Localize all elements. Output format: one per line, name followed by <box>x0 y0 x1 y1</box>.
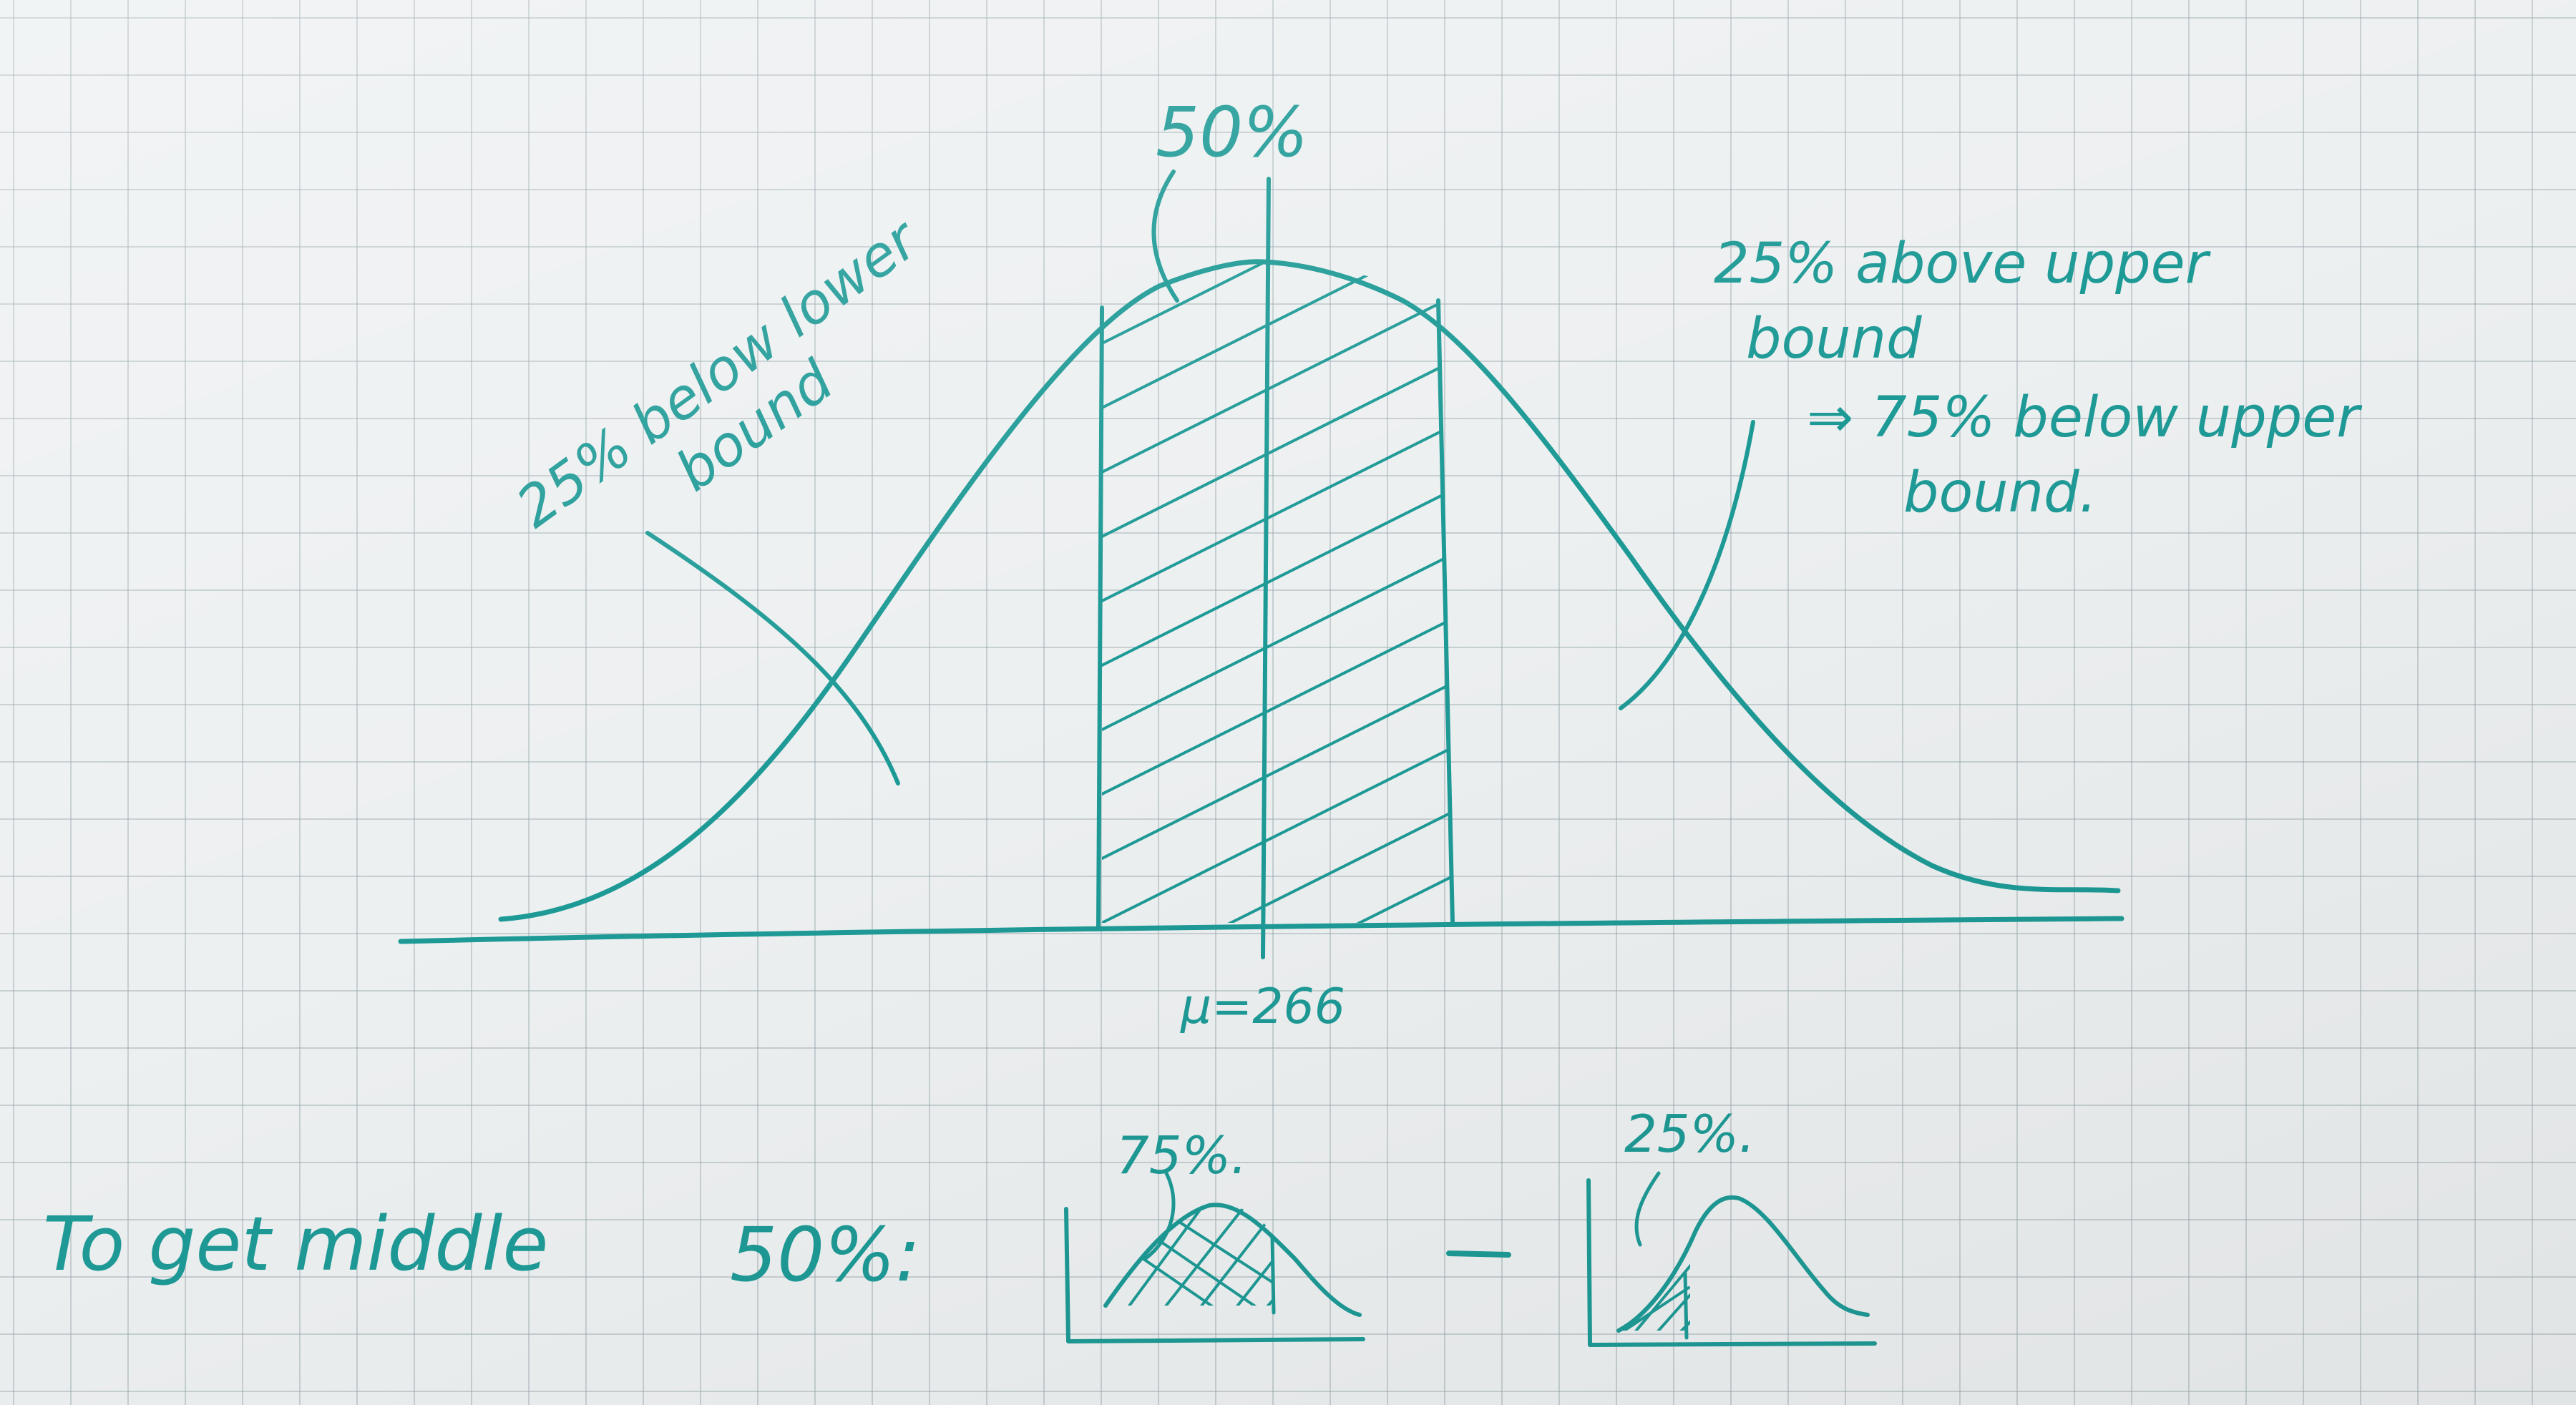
fifty-pct-leader <box>1151 170 1179 303</box>
right-annotation-line1: 25% above upper <box>1714 232 2212 296</box>
main-x-axis <box>398 916 2124 944</box>
right-annotation-line2: bound <box>1746 307 1922 371</box>
fifty-pct-label: 50% <box>1156 92 1308 172</box>
bottom-fifty-pct: 50%: <box>730 1211 920 1298</box>
right-annotation-line3: ⇒ 75% below upper <box>1807 386 2363 450</box>
right-annotation-line4: bound. <box>1903 461 2097 525</box>
mean-line <box>1261 177 1271 959</box>
left-tail-leader <box>645 531 900 785</box>
small-chart-2-curve <box>1616 1195 1870 1333</box>
bottom-instruction: To get middle <box>43 1200 548 1288</box>
small-chart-1-pct: 75%. <box>1116 1125 1247 1185</box>
small-chart-2-leader <box>1634 1171 1661 1247</box>
lower-bound-line <box>1096 305 1104 929</box>
small-chart-2-hatching <box>1619 1259 1690 1331</box>
minus-sign <box>1446 1250 1511 1258</box>
small-chart-1-axes <box>1064 1207 1365 1343</box>
small-chart-1-curve <box>1103 1203 1362 1317</box>
bell-curve <box>498 259 2121 922</box>
mean-label: μ=266 <box>1180 979 1345 1035</box>
small-chart-1-leader <box>1143 1171 1176 1261</box>
right-tail-leader <box>1619 420 1755 710</box>
upper-bound-line <box>1436 298 1455 925</box>
small-chart-2-axes <box>1586 1178 1877 1347</box>
small-chart-2-pct: 25%. <box>1624 1104 1755 1164</box>
middle-hatching <box>1102 262 1453 923</box>
